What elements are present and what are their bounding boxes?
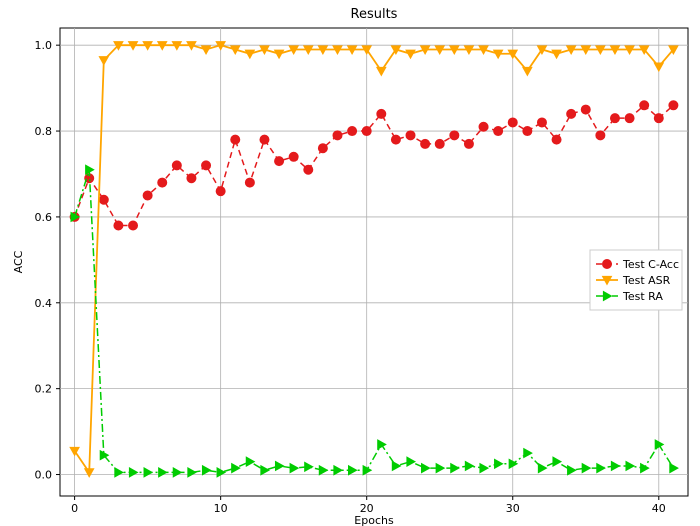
y-tick-label: 1.0: [35, 39, 53, 52]
legend-label: Test C-Acc: [622, 258, 679, 271]
y-tick-label: 0.0: [35, 469, 53, 482]
series-test-c-acc: [70, 101, 678, 230]
y-tick-label: 0.4: [35, 297, 53, 310]
legend-label: Test RA: [622, 290, 663, 303]
y-tick-label: 0.6: [35, 211, 53, 224]
y-axis-label: ACC: [12, 250, 25, 273]
series-test-ra: [71, 165, 678, 477]
y-tick-label: 0.8: [35, 125, 53, 138]
legend-label: Test ASR: [622, 274, 671, 287]
x-tick-label: 0: [71, 502, 78, 515]
chart-title: Results: [351, 7, 398, 22]
y-ticks: 0.0 0.2 0.4 0.6 0.8 1.0: [35, 39, 61, 481]
x-ticks: 010203040: [71, 496, 666, 515]
results-chart: Results 010203040 0.00.20.40.60.81.0 Epo…: [0, 0, 700, 526]
data-series-group: [70, 42, 678, 477]
x-tick-label: 40: [652, 502, 666, 515]
x-tick-label: 30: [506, 502, 520, 515]
x-tick-label: 10: [214, 502, 228, 515]
x-axis-label: Epochs: [354, 514, 394, 526]
legend: Test C-Acc Test ASR Test RA: [590, 250, 682, 310]
y-tick-label: 0.2: [35, 383, 53, 396]
